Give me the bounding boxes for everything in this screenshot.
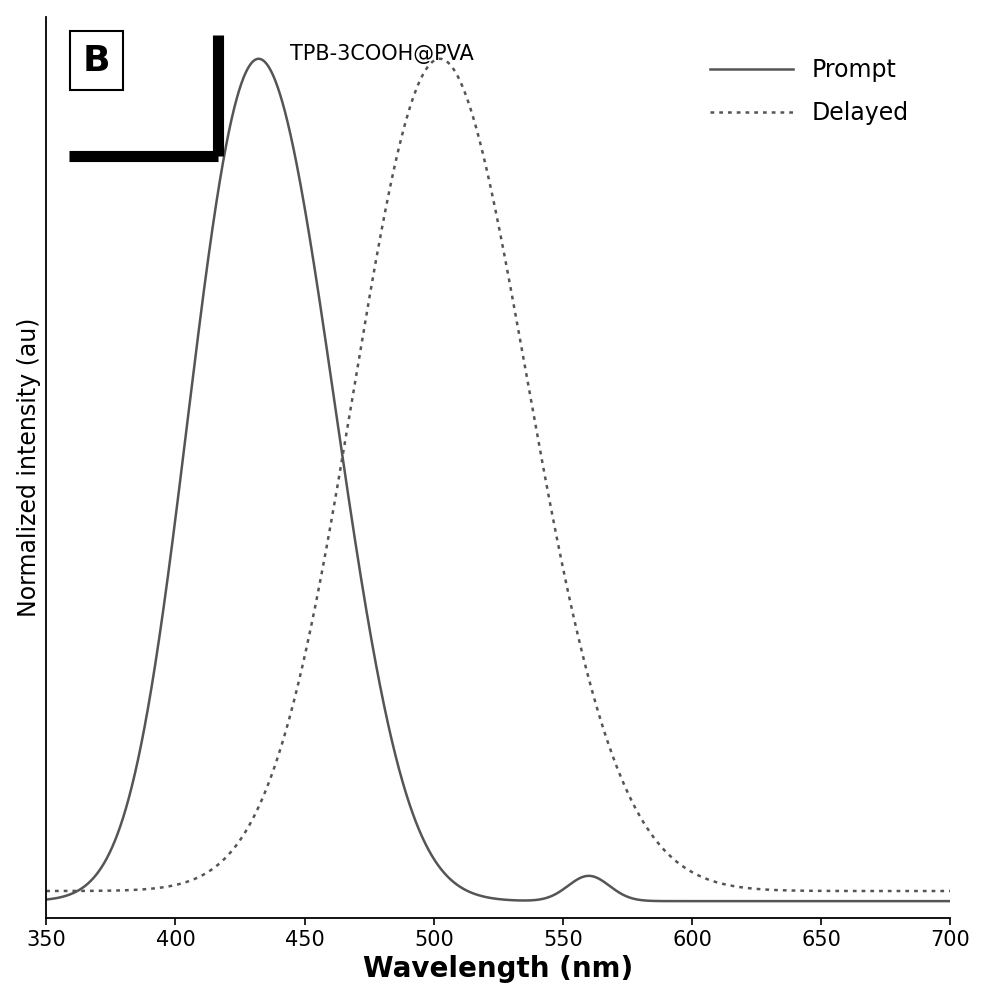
Text: B: B [82, 44, 109, 78]
Legend: Prompt, Delayed: Prompt, Delayed [698, 46, 920, 137]
Text: TPB-3COOH@PVA: TPB-3COOH@PVA [290, 44, 473, 64]
Y-axis label: Normalized intensity (au): Normalized intensity (au) [17, 318, 40, 617]
X-axis label: Wavelength (nm): Wavelength (nm) [363, 955, 633, 983]
